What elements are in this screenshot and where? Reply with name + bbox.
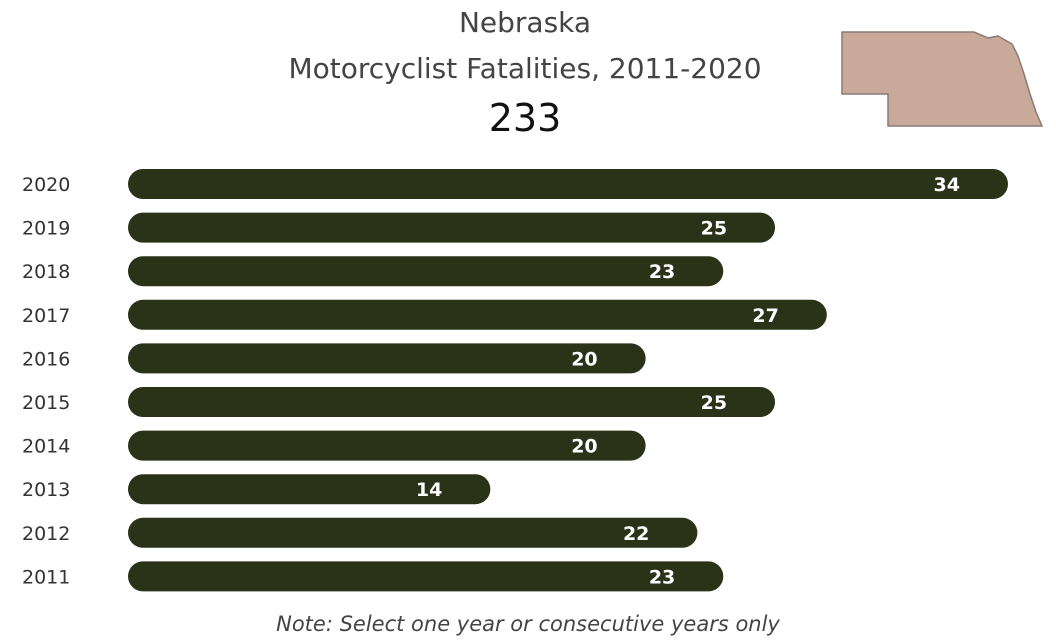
value-label-2014: 20 (571, 436, 597, 458)
bar-2011[interactable] (128, 561, 723, 591)
year-label-2013: 2013 (22, 479, 70, 501)
value-label-2018: 23 (649, 261, 675, 283)
year-label-2014: 2014 (22, 436, 70, 458)
bars-group (128, 169, 1008, 591)
selection-note: Note: Select one year or consecutive yea… (0, 612, 1056, 636)
bar-2015[interactable] (128, 387, 775, 417)
bar-2014[interactable] (128, 431, 646, 461)
value-label-2019: 25 (701, 218, 727, 240)
bar-2018[interactable] (128, 256, 723, 286)
year-label-2017: 2017 (22, 305, 70, 327)
value-label-2017: 27 (752, 305, 778, 327)
bar-2012[interactable] (128, 518, 697, 548)
bar-2016[interactable] (128, 343, 646, 373)
year-label-2012: 2012 (22, 523, 70, 545)
value-label-2013: 14 (416, 479, 442, 501)
value-label-2016: 20 (571, 348, 597, 370)
year-axis-labels: 2020 2019 2018 2017 2016 2015 2014 2013 2012 2011 (22, 174, 70, 588)
value-label-2020: 34 (934, 174, 960, 196)
bar-2020[interactable] (128, 169, 1008, 199)
value-label-2012: 22 (623, 523, 649, 545)
year-label-2020: 2020 (22, 174, 70, 196)
bar-2019[interactable] (128, 213, 775, 243)
bar-2017[interactable] (128, 300, 827, 330)
value-label-2011: 23 (649, 566, 675, 588)
year-label-2019: 2019 (22, 218, 70, 240)
value-label-2015: 25 (701, 392, 727, 414)
year-label-2015: 2015 (22, 392, 70, 414)
year-label-2011: 2011 (22, 566, 70, 588)
year-label-2016: 2016 (22, 348, 70, 370)
year-label-2018: 2018 (22, 261, 70, 283)
